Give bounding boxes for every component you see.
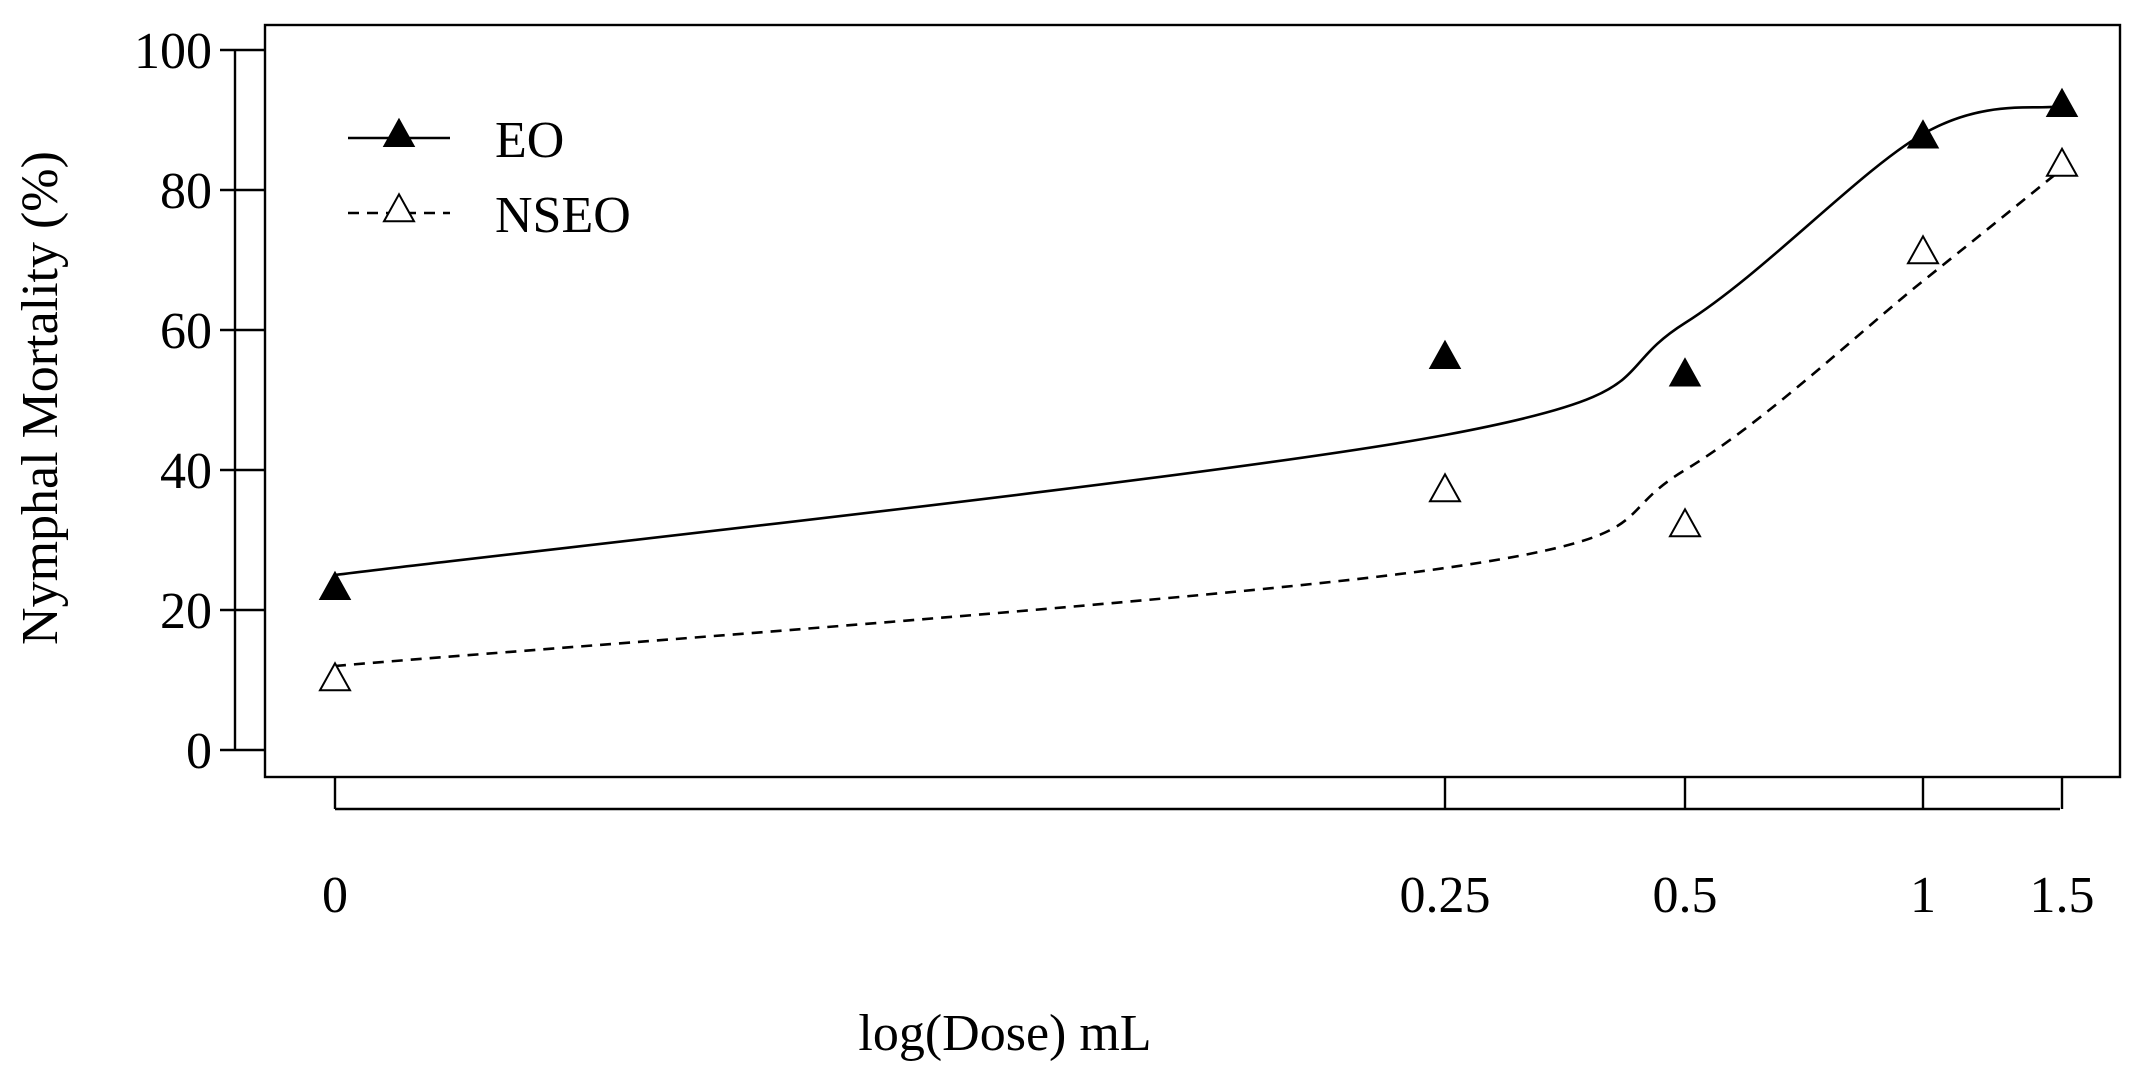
data-point-eo <box>1906 119 1940 149</box>
plot-frame <box>263 23 2122 779</box>
y-axis-ticks: 0 20 40 60 80 100 <box>134 23 265 780</box>
y-tick-label: 40 <box>160 443 212 500</box>
legend-label-eo: EO <box>495 112 564 169</box>
x-axis-ticks: 0 0.25 0.5 1 1.5 <box>322 777 2095 924</box>
x-tick-label: 1 <box>1910 867 1936 924</box>
fitted-curve-eo <box>334 104 2063 577</box>
legend-marker-eo <box>382 117 416 148</box>
y-tick-label: 60 <box>160 303 212 360</box>
data-point-nseo <box>1668 507 1702 538</box>
legend-marker-nseo <box>382 192 416 223</box>
y-tick-label: 80 <box>160 163 212 220</box>
x-tick-label: 0.25 <box>1400 867 1491 924</box>
y-tick-label: 0 <box>186 723 212 780</box>
data-point-eo <box>1668 357 1702 387</box>
y-axis-title: Nymphal Mortality (%) <box>12 151 69 645</box>
legend-label-nseo: NSEO <box>495 187 631 244</box>
x-tick-label: 0 <box>322 867 348 924</box>
x-tick-label: 0.5 <box>1653 867 1718 924</box>
fitted-curve-nseo <box>334 167 2063 668</box>
data-markers <box>318 87 2079 692</box>
data-point-nseo <box>2045 146 2079 177</box>
x-axis-title: log(Dose) mL <box>858 1005 1151 1062</box>
data-point-eo <box>318 570 352 601</box>
y-tick-label: 100 <box>134 23 212 80</box>
y-tick-label: 20 <box>160 583 212 640</box>
data-point-nseo <box>1906 234 1940 265</box>
data-point-nseo <box>1428 472 1462 503</box>
data-point-nseo <box>318 661 352 692</box>
x-tick-label: 1.5 <box>2030 867 2095 924</box>
data-point-eo <box>2045 87 2079 118</box>
legend: EO NSEO <box>348 112 631 244</box>
data-point-eo <box>1428 339 1462 370</box>
